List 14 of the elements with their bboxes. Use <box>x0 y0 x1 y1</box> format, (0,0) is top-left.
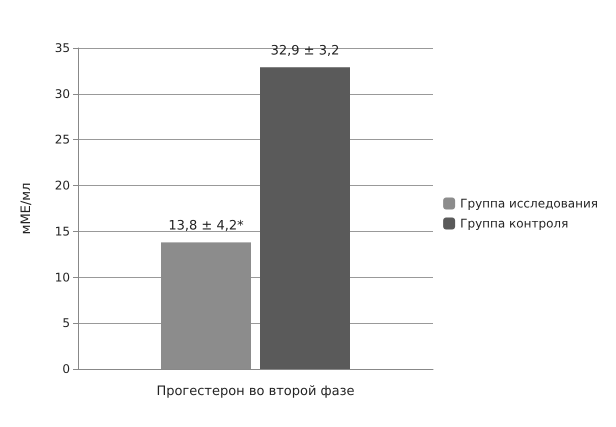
y-tick-label: 10 <box>54 270 70 284</box>
legend-label: Группа контроля <box>460 216 568 230</box>
y-tick-label: 25 <box>54 132 70 147</box>
data-label: 13,8 ± 4,2* <box>168 218 244 234</box>
y-tick-label: 0 <box>62 362 70 376</box>
data-label: 32,9 ± 3,2 <box>270 43 340 58</box>
y-tick-label: 35 <box>54 41 70 55</box>
x-tick-label: Прогестерон во второй фазе <box>156 384 355 399</box>
y-tick-label: 5 <box>62 316 70 330</box>
y-tick-label: 15 <box>54 224 70 238</box>
y-axis-title: мМЕ/мл <box>19 182 34 234</box>
y-tick-label: 30 <box>54 86 70 101</box>
legend-label: Группа исследования <box>460 196 598 210</box>
y-tick-label: 20 <box>54 178 70 193</box>
